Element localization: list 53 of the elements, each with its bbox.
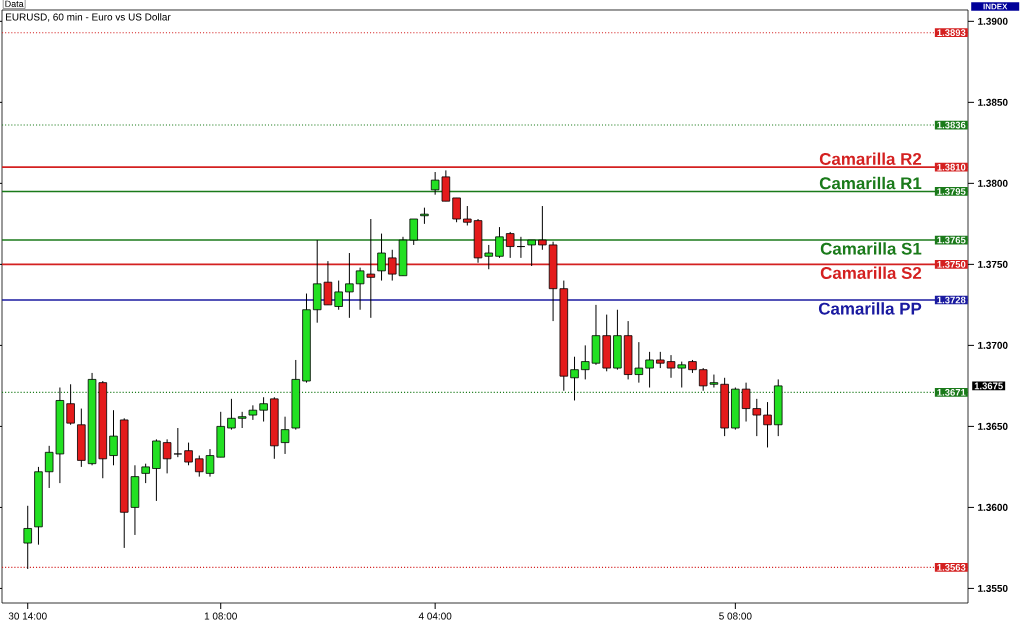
annotation: 1.3795 (937, 188, 966, 195)
annotation: 1.3836 (937, 121, 966, 129)
y-tick-label: 1.3900 (978, 17, 1008, 25)
y-tick-label: 1.3650 (978, 422, 1008, 430)
x-tick-label: 30 14:00 (8, 612, 47, 620)
annotation: 1.3563 (937, 564, 966, 571)
ref-line-label: Camarilla R2 (819, 152, 922, 165)
candlestick (505, 231, 515, 259)
candlestick (259, 396, 268, 423)
candlestick (173, 427, 183, 458)
ref-line-label: Camarilla R1 (819, 176, 922, 190)
candlestick (141, 463, 150, 484)
candlestick (570, 356, 579, 401)
candlestick (377, 233, 386, 282)
annotation: 1.3671 (937, 389, 966, 396)
candlestick (645, 351, 654, 389)
candlestick (452, 197, 461, 223)
chart-title: EURUSD, 60 min - Euro vs US Dollar (6, 13, 171, 22)
candlestick (162, 438, 172, 474)
candlestick (109, 409, 118, 466)
y-tick-label: 1.3750 (978, 260, 1008, 268)
candlestick (23, 505, 32, 570)
x-tick-label: 1 08:00 (204, 612, 237, 620)
candlestick (463, 205, 472, 226)
candlestick (280, 416, 290, 455)
y-tick-label: 1.3850 (978, 98, 1008, 106)
candlestick (66, 383, 75, 426)
x-tick-label: 5 08:00 (719, 612, 752, 620)
candlestick (184, 442, 193, 466)
text: Data (5, 0, 24, 7)
annotation: 1.3765 (937, 236, 966, 244)
ref-line-label: Camarilla S1 (820, 242, 922, 255)
x-tick-label: 4 04:00 (418, 612, 452, 620)
candlestick (495, 226, 504, 259)
candlestick (763, 401, 772, 448)
candlestick (248, 404, 258, 421)
ref-line-label: Camarilla PP (818, 302, 922, 315)
annotation: 1.3728 (937, 296, 966, 304)
text: 1.3675 (974, 382, 1003, 390)
candlestick (227, 398, 236, 431)
candlestick (334, 280, 343, 311)
annotation: 1.3750 (937, 261, 966, 268)
annotation: 1.3810 (937, 163, 966, 171)
y-tick-label: 1.3800 (978, 179, 1008, 187)
ref-line-label: Camarilla S2 (820, 266, 922, 280)
candlestick (538, 205, 547, 251)
candlestick (527, 239, 536, 267)
candlestick (345, 252, 354, 319)
candlestick (409, 218, 418, 246)
y-tick-label: 1.3600 (978, 503, 1008, 511)
y-tick-label: 1.3700 (978, 341, 1008, 349)
y-tick-label: 1.3550 (978, 584, 1008, 592)
annotation: 1.3893 (937, 29, 966, 37)
